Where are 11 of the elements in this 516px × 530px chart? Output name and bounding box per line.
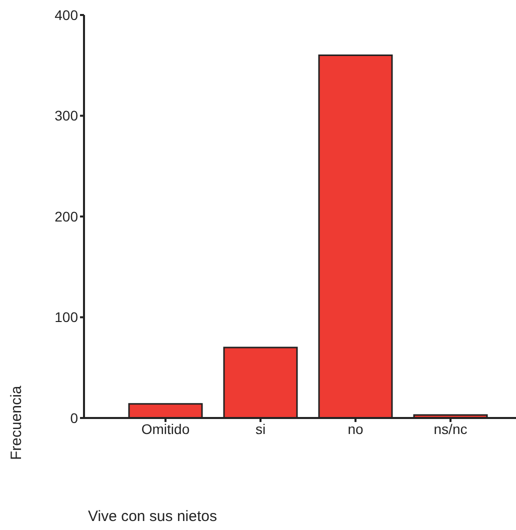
x-tick-label: ns/nc (434, 420, 468, 437)
x-tick-label: si (255, 420, 266, 437)
y-tick-label: 0 (70, 410, 78, 426)
x-tick-label: no (348, 420, 364, 437)
y-tick-label: 200 (54, 208, 78, 224)
y-tick-label: 100 (54, 309, 78, 326)
x-tick-label: Omitido (141, 420, 190, 437)
y-axis-title: Frecuencia (8, 386, 25, 460)
y-tick-label: 300 (54, 108, 78, 124)
x-axis-title: Vive con sus nietos (88, 508, 217, 525)
y-tick-label: 400 (54, 6, 78, 23)
